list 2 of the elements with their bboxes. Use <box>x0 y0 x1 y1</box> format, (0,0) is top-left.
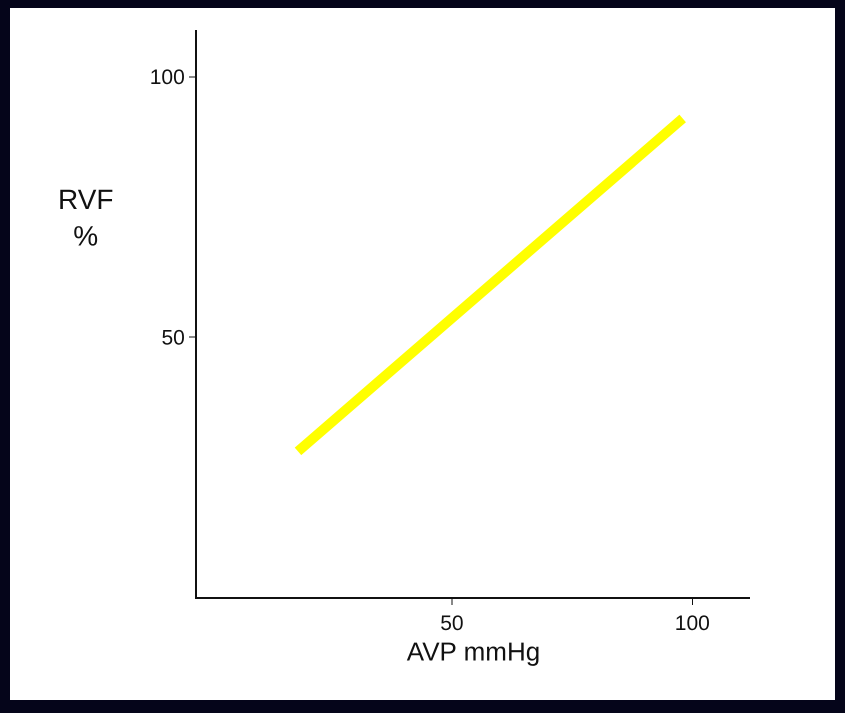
x-axis-title: AVP mmHg <box>406 636 540 666</box>
y-axis-title: RVF % <box>58 184 114 252</box>
